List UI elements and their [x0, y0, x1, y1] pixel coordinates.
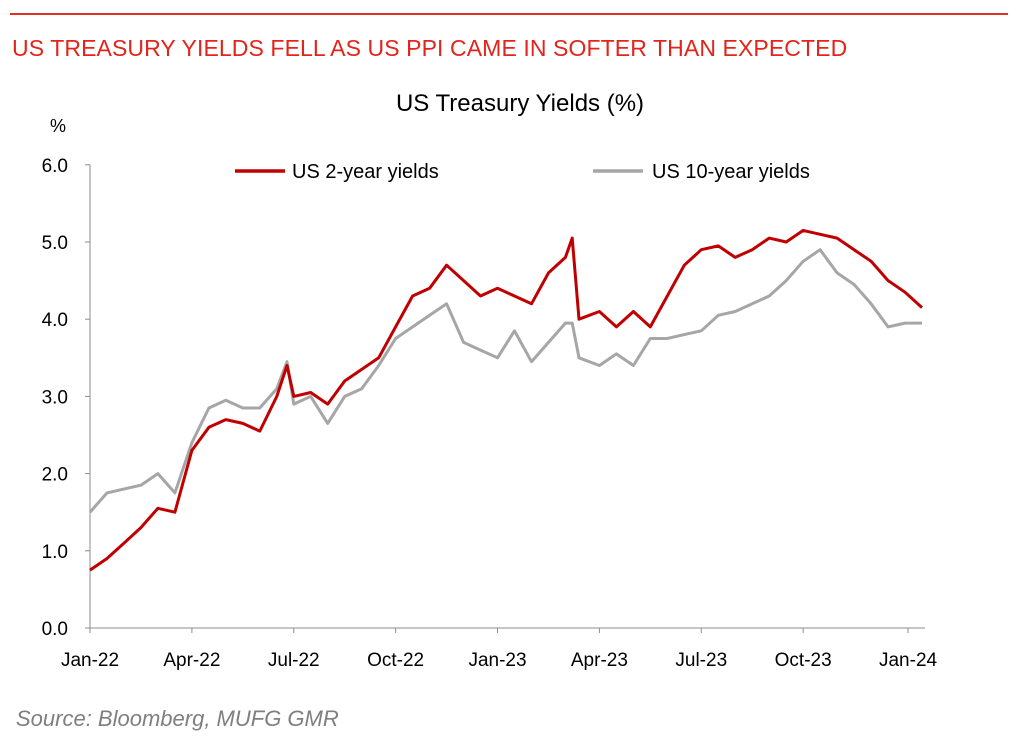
y-tick-label: 4.0: [42, 310, 68, 331]
chart-title: US Treasury Yields (%): [396, 90, 644, 117]
y-tick-label: 2.0: [42, 465, 68, 486]
x-tick-label: Jan-24: [879, 650, 938, 671]
x-tick-label: Jul-22: [268, 650, 320, 671]
y-tick-label: 5.0: [42, 233, 68, 254]
x-tick-label: Jan-23: [468, 650, 526, 671]
x-tick-label: Apr-23: [571, 650, 628, 671]
y-tick-label: 1.0: [42, 542, 68, 563]
y-tick-label: 6.0: [42, 156, 68, 177]
legend-label: US 2-year yields: [292, 161, 439, 183]
header-rule: [10, 13, 1008, 15]
y-tick-label: 3.0: [42, 387, 68, 408]
y-axis-label: %: [50, 116, 66, 136]
headline: US TREASURY YIELDS FELL AS US PPI CAME I…: [12, 35, 848, 61]
x-tick-label: Oct-23: [775, 650, 832, 671]
series-us-10y-line: [88, 248, 922, 514]
y-tick-label: 0.0: [42, 619, 68, 640]
series-us-2y-line: [89, 228, 924, 572]
x-tick-label: Apr-22: [163, 650, 220, 671]
source-note: Source: Bloomberg, MUFG GMR: [16, 706, 339, 731]
legend-label: US 10-year yields: [652, 161, 810, 183]
x-tick-label: Oct-22: [367, 650, 424, 671]
x-tick-label: Jan-22: [61, 650, 119, 671]
x-tick-label: Jul-23: [675, 650, 727, 671]
